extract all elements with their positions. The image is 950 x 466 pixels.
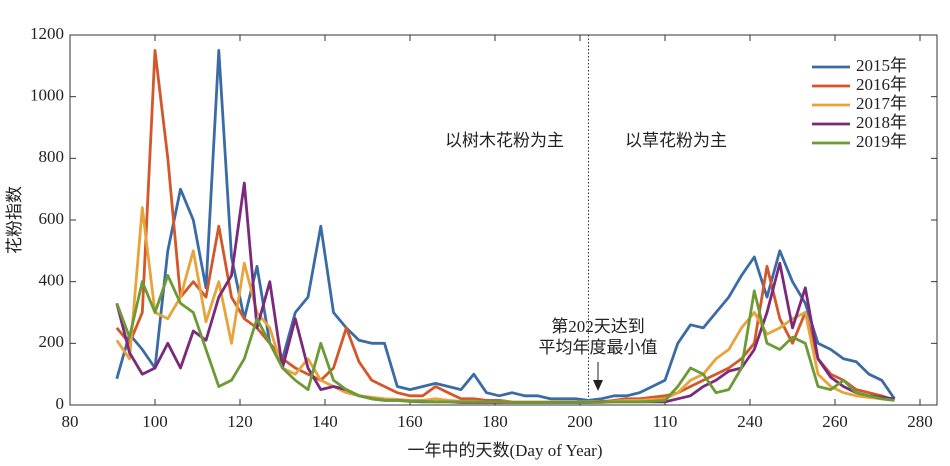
annotation: 以草花粉为主 [625, 131, 727, 150]
legend-label: 2019年 [856, 132, 907, 151]
y-tick-label: 1000 [30, 86, 64, 105]
x-tick-label: 120 [227, 412, 253, 431]
y-axis-label: 花粉指数 [5, 186, 24, 254]
data-line [115, 181, 895, 404]
annotation: 平均年度最小值 [539, 338, 658, 357]
y-tick-label: 800 [39, 147, 65, 166]
y-tick-label: 200 [39, 332, 65, 351]
x-tick-label: 140 [312, 412, 338, 431]
y-tick-label: 0 [56, 394, 65, 413]
annotation-arrowhead [593, 380, 603, 391]
legend-label: 2015年 [856, 56, 907, 75]
x-tick-label: 80 [62, 412, 79, 431]
x-tick-label: 240 [737, 412, 763, 431]
y-tick-label: 1200 [30, 24, 64, 43]
legend-label: 2017年 [856, 94, 907, 113]
data-line [115, 49, 896, 402]
x-tick-label: 160 [397, 412, 423, 431]
legend-label: 2018年 [856, 113, 907, 132]
data-line [115, 274, 895, 404]
y-tick-label: 600 [39, 209, 65, 228]
x-tick-label: 110 [653, 412, 678, 431]
x-axis-label: 一年中的天数(Day of Year) [407, 441, 602, 460]
x-tick-label: 180 [482, 412, 508, 431]
x-tick-label: 100 [142, 412, 168, 431]
annotation: 第202天达到 [551, 317, 645, 336]
legend-label: 2016年 [856, 75, 907, 94]
y-tick-label: 400 [39, 271, 65, 290]
x-tick-label: 260 [822, 412, 848, 431]
x-tick-label: 280 [907, 412, 933, 431]
x-tick-label: 200 [567, 412, 593, 431]
annotation: 以树木花粉为主 [445, 131, 564, 150]
